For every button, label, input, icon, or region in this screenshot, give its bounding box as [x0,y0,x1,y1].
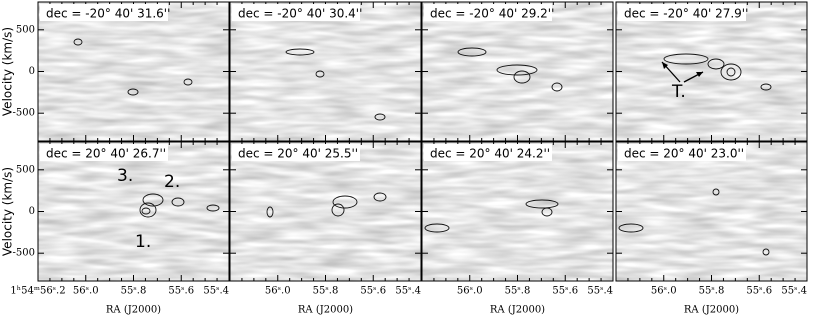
contour [496,64,538,76]
panel-label: dec = 20° 40' 23.0'' [624,147,744,161]
contour [171,197,185,207]
contour [183,78,193,86]
y-axis-label: Velocity (km/s) [1,27,15,116]
label-box [424,4,552,21]
panel-noise [38,2,229,141]
contour [457,47,487,57]
panel-noise [616,2,807,141]
panel-label: dec = -20° 40' 29.2'' [430,7,554,21]
panel-label: dec = 20° 40' 26.7'' [46,147,166,161]
contour [707,58,725,70]
x-tick-label: 56ˢ.0 [457,286,483,297]
label-box [40,144,168,161]
contour [315,70,325,78]
panels: dec = -20° 40' 31.6'' dec = -20° 40' 30.4… [37,1,808,282]
x-tick-label: 56ˢ.0 [651,286,677,297]
x-axis-label: RA (J2000) [684,305,739,316]
contour [618,223,644,233]
x-tick-label: 56ˢ.0 [265,286,291,297]
panel: dec = -20° 40' 29.2'' [421,1,614,142]
contour [424,223,450,233]
x-axis-label: RA (J2000) [490,305,545,316]
panel-noise [230,2,421,141]
annotation: 2. [164,172,180,192]
x-tick-label: 55ˢ.4 [395,286,421,297]
arrow-head [662,62,668,69]
panel-noise [38,142,229,281]
panel: dec = 20° 40' 23.0'' [615,141,808,282]
x-tick-label: 55ˢ.6 [360,286,386,297]
panel: dec = -20° 40' 27.9'' [615,1,808,142]
x-tick-label: 55ˢ.6 [168,286,194,297]
x-tick-label: 55ˢ.8 [505,286,531,297]
y-tick-label: 500 [16,24,35,35]
y-axis-label: Velocity (km/s) [1,167,15,256]
x-tick-label: 55ˢ.4 [587,286,613,297]
panel: dec = -20° 40' 31.6'' [37,1,230,142]
x-tick-label: 1ʰ54ᵐ56ˢ.2 [10,286,65,297]
y-tick-label: 0 [29,66,35,77]
x-tick-label: 55ˢ.6 [746,286,772,297]
panel: dec = 20° 40' 24.2'' [421,141,614,282]
label-box [40,4,168,21]
contour [374,113,386,121]
contour [142,193,164,207]
annotation: 1. [135,232,151,252]
contour [141,207,151,215]
annotation: T. [671,82,686,102]
contour [206,204,220,212]
panel-label: dec = -20° 40' 30.4'' [238,7,362,21]
panel-noise [422,2,613,141]
x-tick-label: 56ˢ.0 [73,286,99,297]
panel-label: dec = 20° 40' 24.2'' [430,147,550,161]
panel-label: dec = -20° 40' 27.9'' [624,7,748,21]
y-tick-label: -500 [13,248,35,259]
contour [762,248,770,256]
panel: dec = -20° 40' 30.4'' [229,1,422,142]
contour [127,88,139,96]
panel: dec = 20° 40' 25.5'' [229,141,422,282]
contour [139,202,157,218]
annotation: 3. [117,166,133,186]
x-tick-label: 55ˢ.4 [781,286,807,297]
panel-noise [230,142,421,281]
contour [266,206,274,218]
label-box [618,4,746,21]
panel-label: dec = 20° 40' 25.5'' [238,147,358,161]
contour [331,203,345,217]
x-tick-label: 55ˢ.8 [699,286,725,297]
contour [712,188,720,196]
contour [525,199,559,209]
x-tick-label: 55ˢ.8 [313,286,339,297]
y-tick-label: -500 [13,108,35,119]
panel-noise [422,142,613,281]
panel-noise [616,142,807,281]
panel-label: dec = -20° 40' 31.6'' [46,7,170,21]
contour [373,192,387,202]
contour [663,53,709,65]
label-box [232,144,360,161]
label-box [232,4,360,21]
y-tick-label: 0 [29,206,35,217]
x-axis-label: RA (J2000) [106,305,161,316]
x-tick-label: 55ˢ.6 [552,286,578,297]
contour [541,207,553,217]
contour [513,70,531,84]
x-axis-label: RA (J2000) [298,305,353,316]
contour [760,83,772,91]
panel: dec = 20° 40' 26.7'' [37,141,230,282]
contour [73,38,83,46]
contour [726,67,736,77]
label-box [618,144,746,161]
contour [285,48,315,56]
contour [332,195,358,209]
x-tick-label: 55ˢ.8 [121,286,147,297]
contour [720,63,742,81]
arrow-head [696,72,703,77]
y-tick-label: 500 [16,164,35,175]
label-box [424,144,552,161]
x-tick-label: 55ˢ.4 [203,286,229,297]
contour [551,82,563,92]
